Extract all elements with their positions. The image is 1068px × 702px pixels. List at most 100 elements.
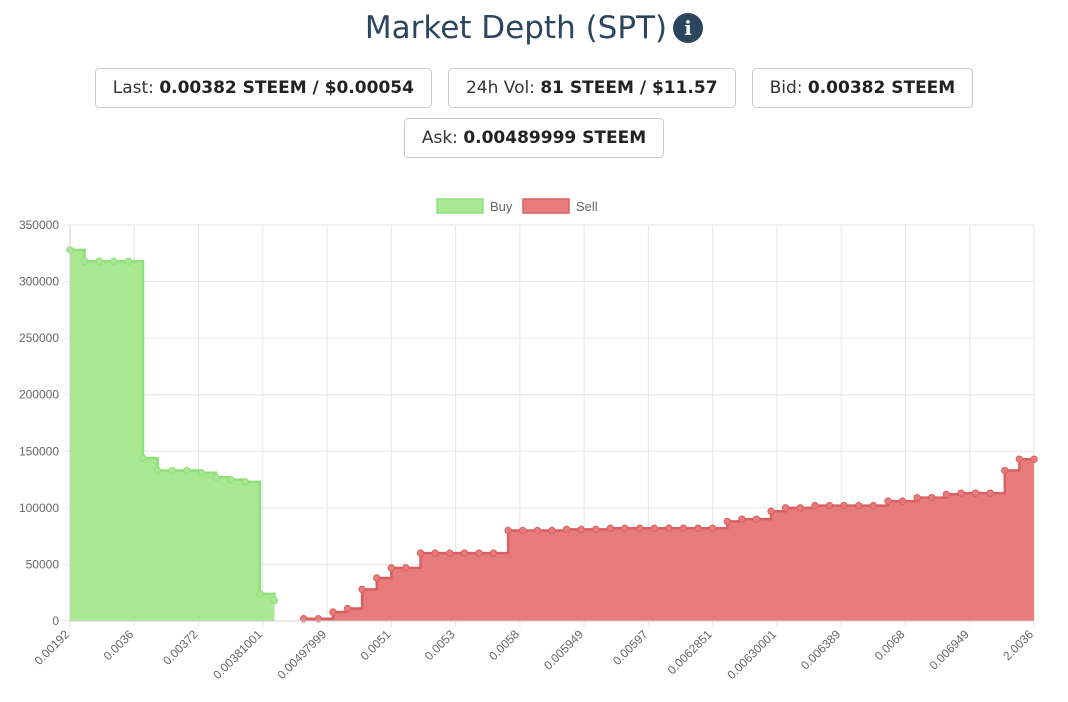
series-buy-area xyxy=(70,249,275,622)
data-point xyxy=(533,526,542,535)
x-tick-label: 0.00381001 xyxy=(210,627,265,682)
data-point xyxy=(1030,455,1038,463)
data-point xyxy=(183,466,191,475)
y-tick-label: 100000 xyxy=(19,501,59,515)
data-point xyxy=(767,507,775,515)
y-tick-label: 300000 xyxy=(19,275,59,289)
data-point xyxy=(971,489,980,497)
data-point xyxy=(548,526,556,535)
data-point xyxy=(1015,455,1024,463)
data-point xyxy=(928,493,936,502)
data-point xyxy=(95,257,103,265)
data-point xyxy=(299,615,308,623)
x-tick-label: 0.005949 xyxy=(541,627,587,673)
data-point xyxy=(373,574,381,582)
data-point xyxy=(343,604,352,613)
legend-label-sell: Sell xyxy=(576,199,598,214)
data-point xyxy=(241,478,249,486)
y-tick-label: 250000 xyxy=(19,331,59,345)
data-point xyxy=(197,469,206,477)
x-tick-label: 0.0051 xyxy=(358,627,394,663)
data-point xyxy=(416,549,425,557)
x-tick-label: 0.00192 xyxy=(32,627,73,668)
data-point xyxy=(431,549,439,557)
data-point xyxy=(460,549,469,557)
data-point xyxy=(752,515,761,523)
x-tick-label: 0.0058 xyxy=(486,627,522,663)
data-point xyxy=(577,525,585,534)
legend-swatch-buy xyxy=(436,198,484,214)
data-point xyxy=(942,490,951,498)
data-point xyxy=(358,585,366,594)
stat-ask-label: Ask: xyxy=(421,128,458,148)
x-tick-label: 0.00597 xyxy=(610,627,651,668)
stats-row-2: Ask: 0.00489999 STEEM xyxy=(0,118,1068,158)
x-tick-label: 0.0036 xyxy=(101,627,137,663)
data-point xyxy=(270,596,279,605)
y-tick-label: 150000 xyxy=(19,444,59,458)
x-tick-label: 0.006389 xyxy=(798,627,844,673)
data-point xyxy=(80,257,89,265)
data-point xyxy=(329,608,337,616)
data-point xyxy=(855,501,863,510)
data-point xyxy=(650,524,658,532)
data-point xyxy=(139,454,147,462)
data-point xyxy=(811,501,819,510)
data-point xyxy=(825,501,834,510)
stat-ask-value: 0.00489999 STEEM xyxy=(463,128,647,148)
data-point xyxy=(665,524,673,532)
data-point xyxy=(256,590,264,598)
data-point xyxy=(168,466,176,475)
x-tick-label: 0.00497999 xyxy=(274,627,329,682)
data-point xyxy=(212,473,220,482)
data-point xyxy=(884,497,892,505)
data-point xyxy=(519,526,527,535)
stat-bid-value: 0.00382 STEEM xyxy=(807,78,956,98)
stat-last: Last: 0.00382 STEEM / $0.00054 xyxy=(94,68,432,108)
y-tick-label: 0 xyxy=(52,614,59,628)
data-point xyxy=(314,615,323,623)
data-point xyxy=(957,489,965,497)
x-tick-label: 0.0062851 xyxy=(665,627,715,677)
data-point xyxy=(723,517,731,526)
x-tick-label: 0.00372 xyxy=(160,627,201,668)
data-point xyxy=(226,475,235,484)
data-point xyxy=(621,524,629,532)
stat-vol-value: 81 STEEM / $11.57 xyxy=(540,78,718,98)
data-point xyxy=(475,549,483,557)
data-point xyxy=(124,257,133,265)
data-point xyxy=(504,526,512,535)
x-tick-label: 0.006949 xyxy=(927,627,973,673)
y-tick-label: 50000 xyxy=(26,557,60,571)
info-icon[interactable]: i xyxy=(673,13,704,43)
x-tick-label: 2.0036 xyxy=(1000,627,1036,663)
data-point xyxy=(387,564,396,572)
legend-swatch-sell xyxy=(522,198,570,214)
data-point xyxy=(781,504,790,512)
stat-last-label: Last: xyxy=(112,78,154,98)
data-point xyxy=(1001,466,1009,475)
x-tick-label: 0.0068 xyxy=(872,627,908,663)
y-tick-label: 350000 xyxy=(19,218,59,232)
data-point xyxy=(562,525,571,534)
stat-24h-vol: 24h Vol: 81 STEEM / $11.57 xyxy=(447,68,736,108)
data-point xyxy=(592,525,600,534)
data-point xyxy=(606,524,615,532)
stat-ask: Ask: 0.00489999 STEEM xyxy=(403,118,665,158)
data-point xyxy=(796,504,805,512)
y-tick-label: 200000 xyxy=(19,388,59,402)
data-point xyxy=(110,257,118,265)
data-point xyxy=(635,524,644,532)
legend-label-buy: Buy xyxy=(490,199,513,214)
data-point xyxy=(986,489,994,497)
data-point xyxy=(840,501,848,510)
stat-vol-label: 24h Vol: xyxy=(465,78,535,98)
data-point xyxy=(738,515,746,523)
chart-legend: Buy Sell xyxy=(436,198,598,214)
stat-bid-label: Bid: xyxy=(769,78,803,98)
data-point xyxy=(153,466,162,475)
title-text: Market Depth (SPT) xyxy=(364,10,668,46)
x-tick-label: 0.0053 xyxy=(422,627,458,663)
page-title: Market Depth (SPT) i xyxy=(0,6,1068,50)
chart-series xyxy=(66,246,1038,623)
